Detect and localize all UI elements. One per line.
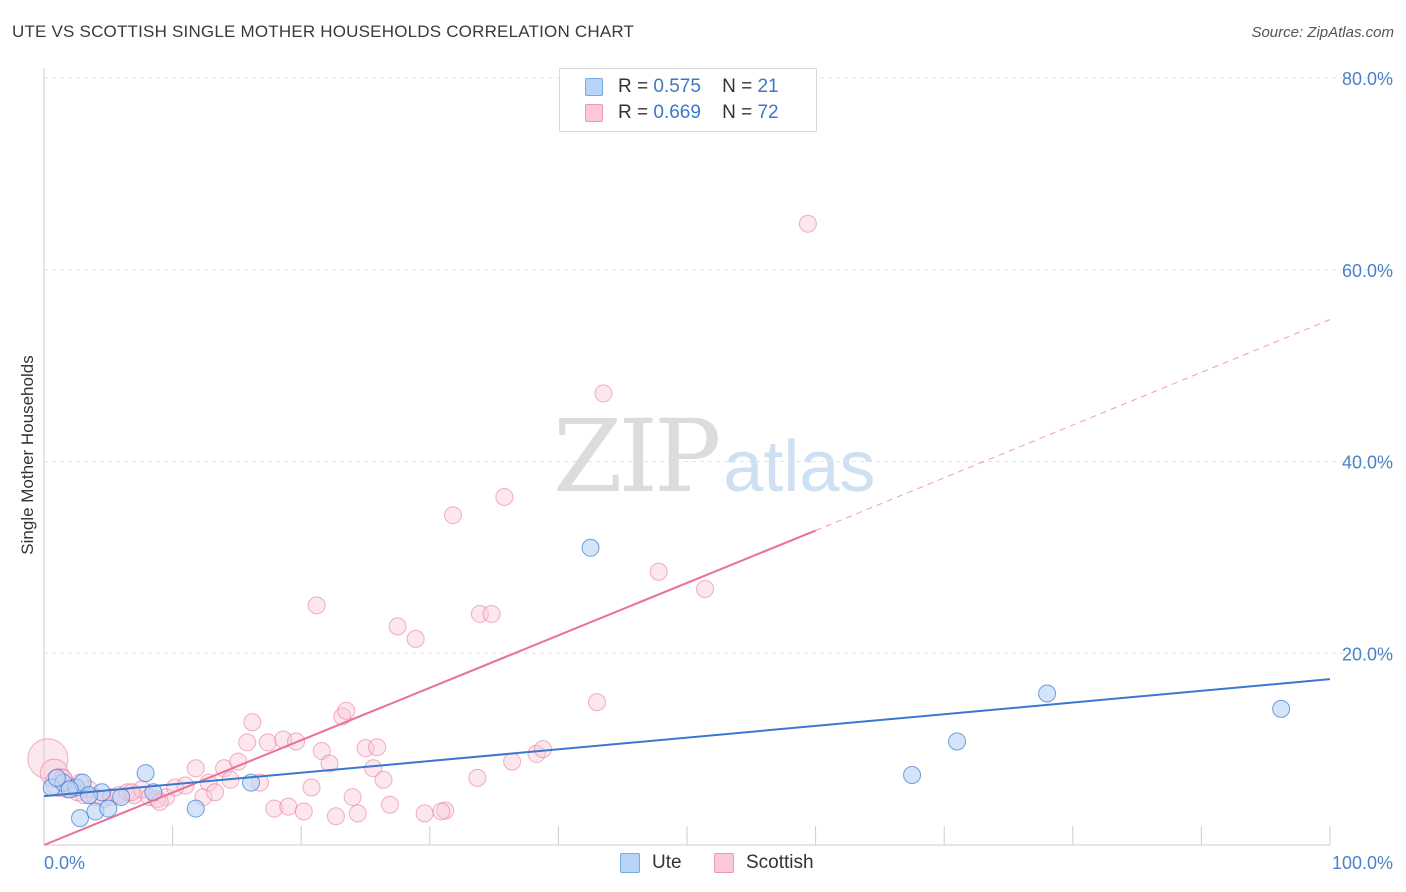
x-tick-label: 0.0% [44,853,85,873]
ute-point [948,732,967,751]
watermark-zip: ZIP [553,398,721,515]
scottish-trendline [43,529,816,846]
ute-point [136,764,155,783]
ute-point [1038,684,1057,703]
scottish-point [696,580,715,599]
scottish-point [587,693,606,712]
ute-swatch [585,78,603,96]
scottish-r-label: R = [618,102,649,123]
scottish-point [302,778,321,797]
scottish-point [364,759,383,778]
ute-point [903,766,922,785]
ute-legend-label: Ute [652,852,682,873]
scottish-point [388,617,407,636]
scottish-r-value: 0.669 [653,102,701,123]
scottish-point [186,759,205,778]
ute-point [1272,699,1291,718]
scottish-point [320,754,339,773]
legend-row-scottish: R = 0.669 N = 72 [585,101,779,125]
ute-r-label: R = [618,76,649,97]
scottish-point [337,701,356,720]
scottish-point [243,713,262,732]
watermark: ZIPatlas [553,398,875,515]
scottish-point [482,604,501,623]
scottish-point [343,788,362,807]
ute-r-value: 0.575 [653,76,701,97]
legend-item-scottish[interactable]: Scottish [714,851,814,875]
scottish-point [495,487,514,506]
ute-point [581,538,600,557]
scottish-point [503,752,522,771]
scottish-legend-swatch [714,853,734,873]
scottish-point [406,629,425,648]
scottish-point [374,770,393,789]
y-tick-label: 60.0% [1342,261,1393,281]
ute-point [99,799,118,818]
correlation-legend: R = 0.575 N = 21 R = 0.669 N = 72 [559,68,817,132]
scottish-swatch [585,104,603,122]
y-tick-label: 40.0% [1342,453,1393,473]
ute-n-label: N = [722,76,753,97]
ute-legend-swatch [620,853,640,873]
ute-point [71,809,90,828]
scottish-point [206,783,225,802]
y-tick-label: 20.0% [1342,644,1393,664]
scottish-n-label: N = [722,102,753,123]
source-label: Source: ZipAtlas.com [1251,24,1394,41]
scottish-point [468,768,487,787]
scottish-point [238,733,257,752]
legend-item-ute[interactable]: Ute [620,851,682,875]
scottish-point [533,740,552,759]
scottish-n-value: 72 [757,102,779,123]
watermark-atlas: atlas [723,427,876,507]
scottish-legend-label: Scottish [746,852,814,873]
scottish-point [432,802,451,821]
x-tick-label: 100.0% [1332,853,1393,873]
scottish-point [649,562,668,581]
scottish-point [265,799,284,818]
ute-point [186,799,205,818]
ute-point [80,786,99,805]
chart-title: UTE VS SCOTTISH SINGLE MOTHER HOUSEHOLDS… [12,22,635,41]
scottish-point [380,795,399,814]
ute-point [47,768,66,787]
scottish-point [798,214,817,233]
legend-row-ute: R = 0.575 N = 21 [585,75,779,99]
scottish-trendline-extension [815,319,1331,531]
ute-trendline [43,678,1331,798]
scottish-point [348,804,367,823]
scottish-point [368,738,387,757]
scottish-point [443,506,462,525]
scottish-point [279,797,298,816]
y-tick-label: 80.0% [1342,69,1393,89]
ute-point [60,780,79,799]
scottish-point [594,384,613,403]
scottish-point [307,596,326,615]
scottish-point [294,802,313,821]
scottish-point [415,804,434,823]
scottish-point [258,733,277,752]
ute-point [112,788,131,807]
scottish-point [326,807,345,826]
ute-n-value: 21 [757,76,779,97]
